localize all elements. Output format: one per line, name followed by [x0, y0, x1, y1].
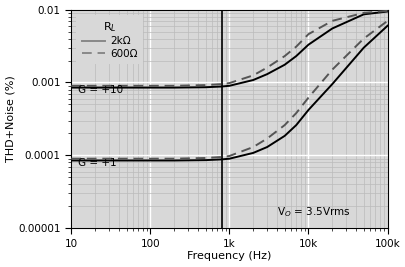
- Text: V$_O$ = 3.5Vrms: V$_O$ = 3.5Vrms: [276, 205, 350, 219]
- X-axis label: Frequency (Hz): Frequency (Hz): [187, 252, 271, 261]
- Text: G = +1: G = +1: [77, 158, 116, 168]
- Text: G = +10: G = +10: [77, 85, 122, 95]
- Y-axis label: THD+Noise (%): THD+Noise (%): [6, 76, 15, 162]
- Legend: 2kΩ, 600Ω: 2kΩ, 600Ω: [76, 15, 142, 64]
